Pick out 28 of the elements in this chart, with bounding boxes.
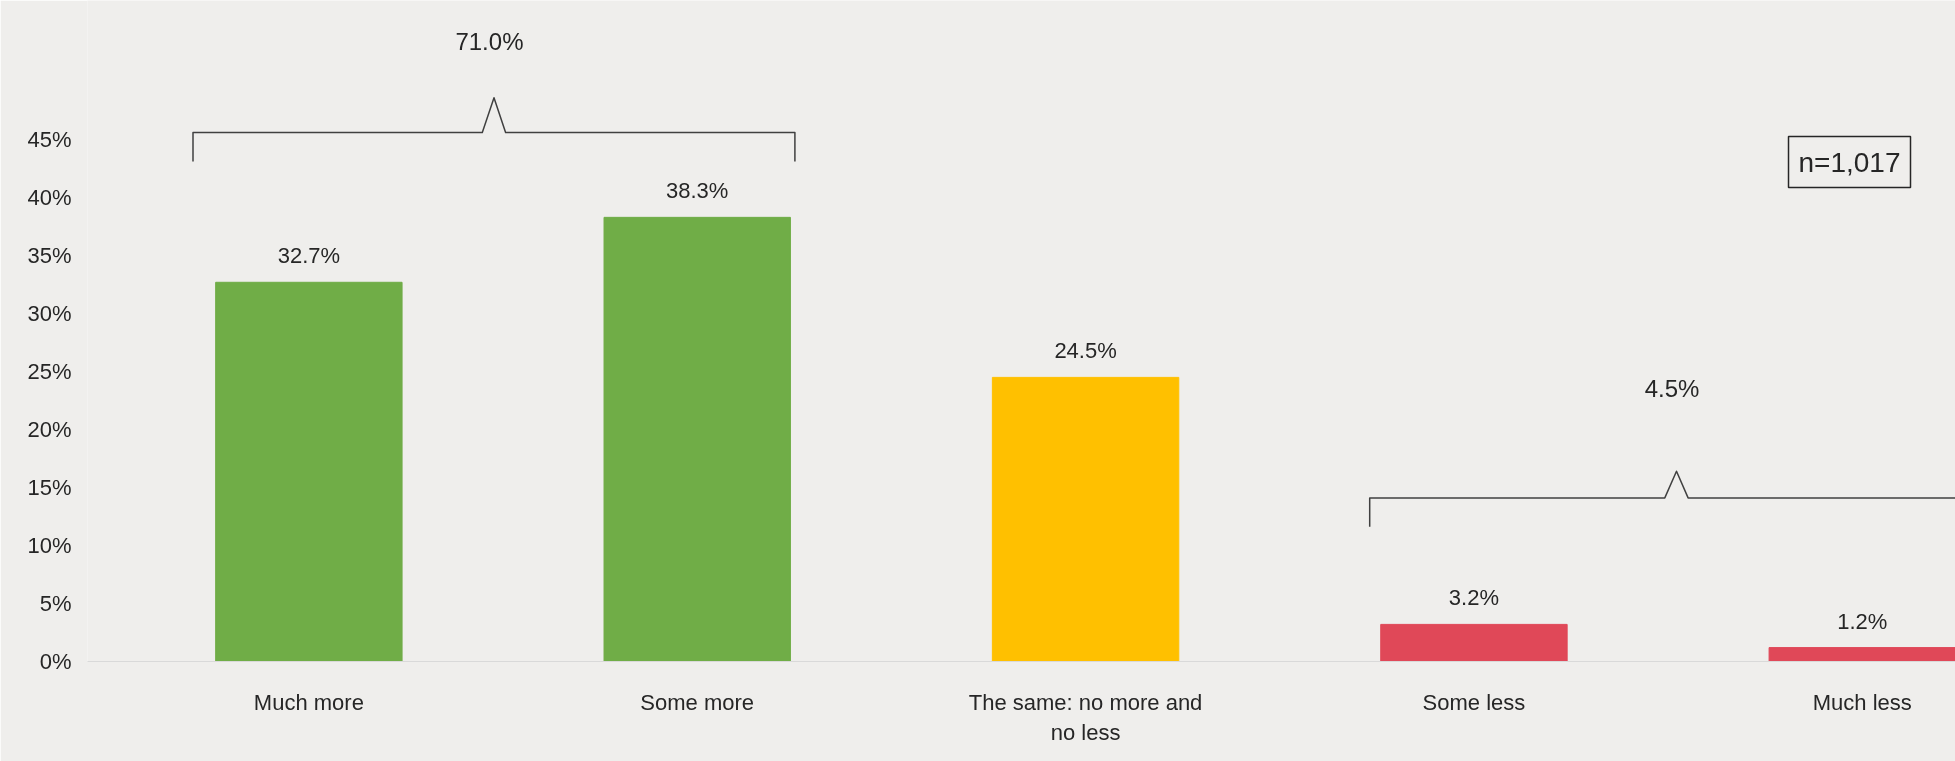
bar	[603, 216, 791, 662]
y-tick-label: 45%	[27, 127, 72, 153]
bar	[215, 281, 403, 662]
y-tick-label: 40%	[27, 185, 72, 211]
annotation: 71.0%	[455, 27, 524, 55]
x-tick-label: Much more	[253, 689, 364, 715]
data-label: 32.7%	[277, 243, 341, 269]
data-label: 1.2%	[1837, 608, 1888, 634]
x-tick-label: Much less	[1812, 689, 1912, 715]
y-tick-label: 20%	[27, 417, 72, 443]
y-tick-label: 5%	[39, 591, 72, 617]
annotation: 4.5%	[1644, 375, 1700, 403]
data-label: 3.2%	[1448, 585, 1500, 611]
y-tick-label: 35%	[27, 243, 72, 269]
y-tick-label: 25%	[27, 359, 72, 385]
bar	[1768, 647, 1955, 662]
x-tick-label: The same: no more and no less	[968, 689, 1203, 745]
y-tick-label: 15%	[27, 475, 72, 501]
y-tick-label: 10%	[27, 533, 72, 559]
x-tick-label: Some more	[640, 689, 755, 715]
data-label: 38.3%	[666, 178, 729, 204]
y-tick-label: 0%	[39, 649, 72, 674]
annotation: n=1,017	[1798, 146, 1901, 178]
bar	[1380, 623, 1568, 662]
x-tick-label: Some less	[1422, 689, 1526, 715]
data-label: 24.5%	[1054, 338, 1117, 364]
y-tick-label: 30%	[27, 301, 72, 327]
bar	[991, 376, 1180, 662]
